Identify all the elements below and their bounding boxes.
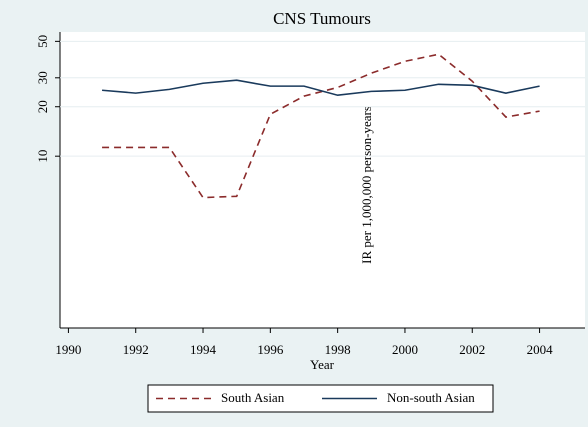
line-series <box>101 79 540 97</box>
legend-label: South Asian <box>221 390 285 405</box>
x-tick-label: 2002 <box>459 342 485 357</box>
plot-area <box>60 32 585 328</box>
y-tick-label: 30 <box>35 71 50 84</box>
x-tick-label: 1992 <box>123 342 149 357</box>
y-tick-label: 50 <box>35 35 50 48</box>
x-axis-label: Year <box>310 357 335 372</box>
y-axis-label: IR per 1,000,000 person-years <box>359 106 374 264</box>
x-tick-label: 1994 <box>190 342 217 357</box>
line-series <box>102 53 540 199</box>
x-tick-label: 1998 <box>325 342 351 357</box>
x-tick-label: 1990 <box>55 342 81 357</box>
x-tick-label: 2000 <box>392 342 418 357</box>
y-tick-label: 20 <box>35 100 50 113</box>
chart-title: CNS Tumours <box>273 9 371 28</box>
x-tick-label: 2004 <box>527 342 554 357</box>
legend-label: Non-south Asian <box>387 390 475 405</box>
y-tick-label: 10 <box>35 150 50 163</box>
x-tick-label: 1996 <box>257 342 284 357</box>
